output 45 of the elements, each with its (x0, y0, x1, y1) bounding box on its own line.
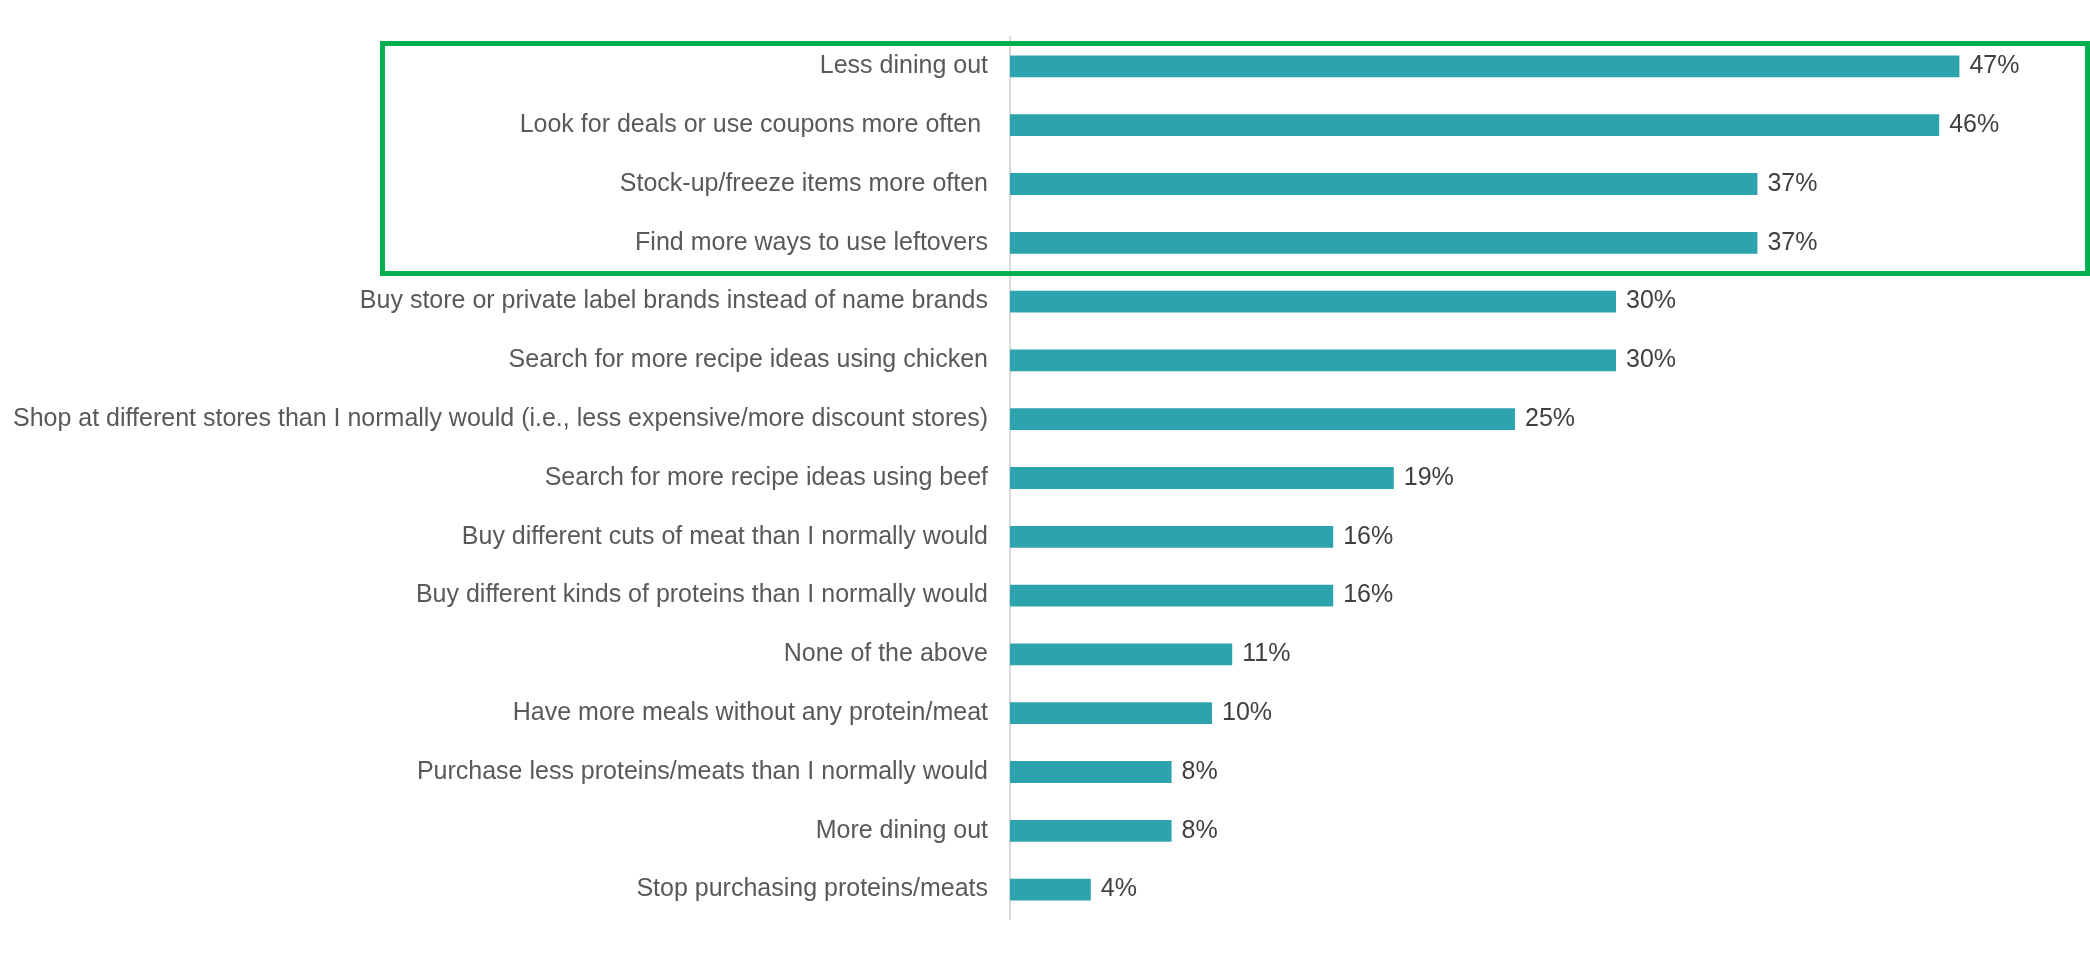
bar (1010, 702, 1212, 725)
y-tick-label: Buy store or private label brands instead of name brands (359, 285, 988, 314)
data-label: 25% (1525, 403, 1576, 432)
bar (1010, 349, 1616, 372)
data-label: 19% (1403, 461, 1454, 490)
bar (1010, 584, 1334, 607)
y-tick-label: Stop purchasing proteins/meats (636, 873, 988, 902)
y-tick-label: Search for more recipe ideas using beef (544, 461, 989, 490)
y-tick-label: Shop at different stores than I normally would (i.e., less expensive/more discount stores) (12, 403, 988, 432)
y-tick-label: More dining out (815, 814, 989, 843)
bar (1010, 467, 1394, 489)
data-label: 37% (1767, 167, 1818, 196)
bar (1010, 878, 1091, 901)
bar (1010, 761, 1172, 783)
data-label: 30% (1626, 344, 1677, 373)
y-tick-label: Purchase less proteins/meats than I normally would (416, 755, 988, 784)
bar (1010, 643, 1233, 666)
data-label: 47% (1969, 50, 2020, 79)
bar (1010, 114, 1940, 137)
y-tick-label: Look for deals or use coupons more often (519, 109, 988, 138)
data-label: 11% (1242, 638, 1291, 667)
bar (1010, 55, 1960, 78)
bar (1010, 290, 1616, 313)
y-tick-label: Stock-up/freeze items more often (619, 167, 988, 196)
y-tick-label: Have more meals without any protein/meat (512, 697, 989, 726)
data-label: 16% (1343, 520, 1394, 549)
y-tick-label: Buy different cuts of meat than I normally would (461, 520, 988, 549)
data-label: 4% (1100, 873, 1137, 902)
data-label: 46% (1949, 109, 2000, 138)
data-label: 8% (1181, 814, 1218, 843)
y-tick-label: Less dining out (819, 50, 989, 79)
data-label: 8% (1181, 755, 1218, 784)
y-tick-label: Search for more recipe ideas using chicken (508, 344, 988, 373)
y-tick-label: None of the above (783, 638, 988, 667)
y-tick-label: Find more ways to use leftovers (635, 226, 988, 255)
bar (1010, 819, 1172, 842)
data-label: 10% (1222, 697, 1273, 726)
bar (1010, 173, 1758, 195)
bar (1010, 525, 1334, 548)
data-label: 16% (1343, 579, 1394, 608)
data-label: 37% (1767, 226, 1818, 255)
y-tick-label: Buy different kinds of proteins than I normally would (415, 579, 988, 608)
bar (1010, 231, 1758, 254)
data-label: 30% (1626, 285, 1677, 314)
bar (1010, 408, 1515, 431)
